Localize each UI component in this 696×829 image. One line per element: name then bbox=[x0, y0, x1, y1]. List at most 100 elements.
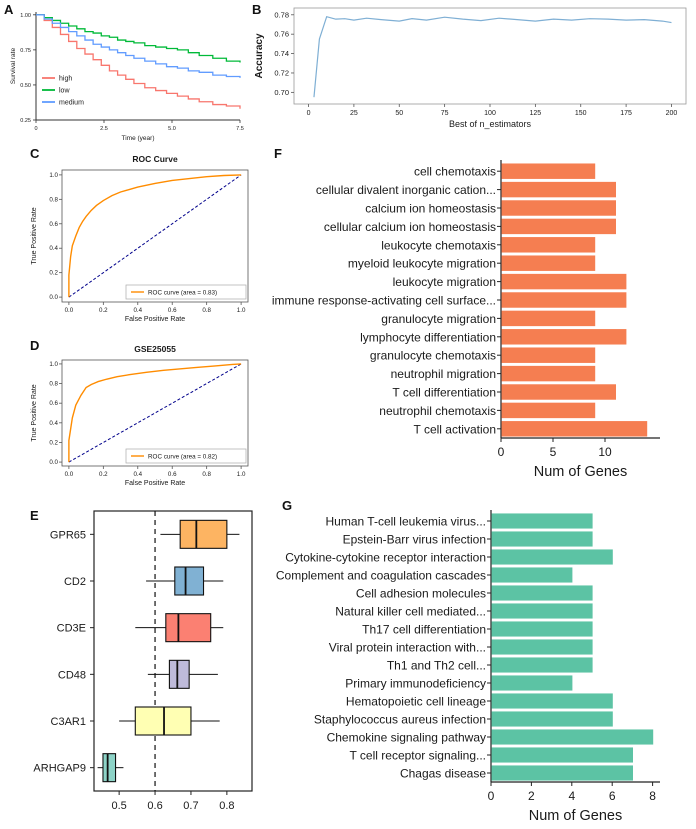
svg-text:0.4: 0.4 bbox=[133, 307, 142, 314]
svg-text:cellular divalent inorganic ca: cellular divalent inorganic cation... bbox=[316, 183, 496, 197]
svg-text:True Positive Rate: True Positive Rate bbox=[31, 207, 38, 264]
svg-text:0.75: 0.75 bbox=[20, 48, 31, 54]
svg-text:0.70: 0.70 bbox=[274, 88, 289, 97]
svg-text:5: 5 bbox=[550, 445, 557, 459]
svg-text:0.78: 0.78 bbox=[274, 10, 289, 19]
panel-label-e: E bbox=[30, 508, 39, 523]
svg-text:1.0: 1.0 bbox=[237, 471, 246, 478]
svg-text:0.8: 0.8 bbox=[219, 800, 234, 812]
panel-b-accuracy-plot: 0.70 0.72 0.74 0.76 0.78 0 25 50 75 100 125 150 175 2… bbox=[250, 2, 694, 144]
svg-text:CD2: CD2 bbox=[64, 576, 86, 588]
panel-f-go-barchart: cell chemotaxis cellular divalent inorgan… bbox=[260, 150, 694, 482]
svg-text:0.6: 0.6 bbox=[49, 221, 58, 228]
svg-text:0.0: 0.0 bbox=[65, 471, 74, 478]
gse25055-roc-chart: GSE25055 0.0 0.0 0.2 0.2 0.4 0.4 0.6 0.6 0.8 0.8 1.… bbox=[31, 344, 249, 487]
svg-text:0.2: 0.2 bbox=[49, 270, 58, 277]
kegg-pathways-bar-chart: Human T-cell leukemia virus... Epstein-Ba… bbox=[276, 510, 660, 824]
panel-label-g: G bbox=[282, 498, 293, 513]
svg-text:granulocyte migration: granulocyte migration bbox=[381, 312, 496, 326]
svg-text:Time (year): Time (year) bbox=[122, 135, 155, 142]
svg-text:2.5: 2.5 bbox=[100, 126, 108, 132]
svg-text:4: 4 bbox=[568, 789, 575, 803]
svg-text:5.0: 5.0 bbox=[168, 126, 176, 132]
svg-text:Survival rate: Survival rate bbox=[10, 48, 17, 85]
svg-text:Best of n_estimators: Best of n_estimators bbox=[449, 119, 532, 129]
svg-text:Human T-cell leukemia virus...: Human T-cell leukemia virus... bbox=[326, 515, 487, 529]
svg-text:0.4: 0.4 bbox=[49, 420, 58, 427]
panel-c-roc-plot: ROC Curve 0.0 0.0 0.2 0.2 0.4 0.4 0.6 0.6 0.8 0.8 1… bbox=[26, 150, 261, 336]
svg-text:high: high bbox=[59, 76, 72, 83]
svg-text:25: 25 bbox=[350, 110, 358, 117]
svg-text:1.0: 1.0 bbox=[49, 172, 58, 179]
svg-text:Accuracy: Accuracy bbox=[254, 33, 265, 78]
svg-text:0.2: 0.2 bbox=[49, 439, 58, 446]
svg-text:leukocyte chemotaxis: leukocyte chemotaxis bbox=[381, 238, 496, 252]
svg-text:0.8: 0.8 bbox=[49, 381, 58, 388]
svg-text:0.0: 0.0 bbox=[65, 307, 74, 314]
svg-text:T cell differentiation: T cell differentiation bbox=[392, 386, 496, 400]
svg-text:Hematopoietic cell lineage: Hematopoietic cell lineage bbox=[346, 695, 486, 709]
svg-text:myeloid leukocyte migration: myeloid leukocyte migration bbox=[348, 257, 496, 271]
svg-text:GPR65: GPR65 bbox=[50, 529, 86, 541]
svg-text:Th1 and Th2 cell...: Th1 and Th2 cell... bbox=[387, 659, 486, 673]
svg-text:0.2: 0.2 bbox=[99, 307, 108, 314]
svg-text:C3AR1: C3AR1 bbox=[51, 716, 86, 728]
svg-text:175: 175 bbox=[620, 110, 632, 117]
panel-e-boxplot: GPR65 CD2 CD3E CD48 C3AR1 ARHGAP9 0.5 0.6 0.7 0.8 bbox=[24, 505, 259, 827]
svg-text:low: low bbox=[59, 88, 70, 95]
svg-text:cell chemotaxis: cell chemotaxis bbox=[414, 165, 496, 179]
svg-text:7.5: 7.5 bbox=[236, 126, 244, 132]
svg-text:0.8: 0.8 bbox=[49, 196, 58, 203]
svg-text:Staphylococcus aureus infectio: Staphylococcus aureus infection bbox=[314, 713, 486, 727]
svg-text:ARHGAP9: ARHGAP9 bbox=[33, 763, 86, 775]
svg-text:0: 0 bbox=[34, 126, 37, 132]
svg-text:0.8: 0.8 bbox=[202, 471, 211, 478]
svg-text:Cell adhesion molecules: Cell adhesion molecules bbox=[356, 587, 486, 601]
go-terms-bar-chart: cell chemotaxis cellular divalent inorgan… bbox=[272, 160, 660, 480]
svg-text:0.6: 0.6 bbox=[147, 800, 162, 812]
svg-text:ROC Curve: ROC Curve bbox=[132, 154, 178, 164]
svg-text:0.0: 0.0 bbox=[49, 459, 58, 466]
svg-text:Complement and coagulation cas: Complement and coagulation cascades bbox=[276, 569, 486, 583]
svg-text:1.00: 1.00 bbox=[20, 13, 31, 19]
svg-text:0.4: 0.4 bbox=[49, 245, 58, 252]
panel-label-f: F bbox=[274, 146, 282, 161]
svg-text:0.50: 0.50 bbox=[20, 83, 31, 89]
svg-text:50: 50 bbox=[395, 110, 403, 117]
svg-text:0: 0 bbox=[498, 445, 505, 459]
svg-text:Chemokine signaling pathway: Chemokine signaling pathway bbox=[327, 731, 486, 745]
svg-text:Num of Genes: Num of Genes bbox=[534, 464, 628, 480]
panel-label-c: C bbox=[30, 146, 40, 161]
svg-text:0.25: 0.25 bbox=[20, 118, 31, 124]
svg-text:False Positive Rate: False Positive Rate bbox=[125, 480, 185, 487]
svg-text:1.0: 1.0 bbox=[49, 361, 58, 368]
svg-text:150: 150 bbox=[575, 110, 587, 117]
svg-text:0.7: 0.7 bbox=[183, 800, 198, 812]
svg-text:Primary immunodeficiency: Primary immunodeficiency bbox=[345, 677, 486, 691]
svg-text:1.0: 1.0 bbox=[237, 307, 246, 314]
svg-text:ROC curve (area = 0.83): ROC curve (area = 0.83) bbox=[148, 290, 217, 297]
svg-text:Num of Genes: Num of Genes bbox=[529, 808, 623, 824]
svg-text:0.2: 0.2 bbox=[99, 471, 108, 478]
svg-text:0.74: 0.74 bbox=[274, 49, 289, 58]
svg-text:T cell receptor signaling...: T cell receptor signaling... bbox=[349, 749, 486, 763]
svg-text:Viral protein interaction with: Viral protein interaction with... bbox=[329, 641, 486, 655]
gene-boxplot-chart: GPR65 CD2 CD3E CD48 C3AR1 ARHGAP9 0.5 0.6 0.7 0.8 bbox=[33, 510, 253, 812]
svg-text:calcium ion homeostasis: calcium ion homeostasis bbox=[365, 202, 496, 216]
svg-text:True Positive Rate: True Positive Rate bbox=[31, 384, 38, 441]
svg-text:immune response-activating cel: immune response-activating cell surface.… bbox=[272, 294, 496, 308]
svg-text:125: 125 bbox=[530, 110, 542, 117]
svg-text:0: 0 bbox=[307, 110, 311, 117]
svg-text:200: 200 bbox=[666, 110, 678, 117]
svg-text:10: 10 bbox=[598, 445, 612, 459]
roc-curve-chart: ROC Curve 0.0 0.0 0.2 0.2 0.4 0.4 0.6 0.6 0.8 0.8 1… bbox=[31, 154, 249, 323]
svg-text:ROC curve (area = 0.82): ROC curve (area = 0.82) bbox=[148, 454, 217, 461]
svg-text:Natural killer cell mediated..: Natural killer cell mediated... bbox=[335, 605, 486, 619]
svg-text:0: 0 bbox=[488, 789, 495, 803]
svg-text:6: 6 bbox=[609, 789, 616, 803]
panel-g-kegg-barchart: Human T-cell leukemia virus... Epstein-Ba… bbox=[260, 500, 694, 829]
svg-text:8: 8 bbox=[649, 789, 656, 803]
svg-text:0.6: 0.6 bbox=[49, 400, 58, 407]
svg-text:0.4: 0.4 bbox=[133, 471, 142, 478]
